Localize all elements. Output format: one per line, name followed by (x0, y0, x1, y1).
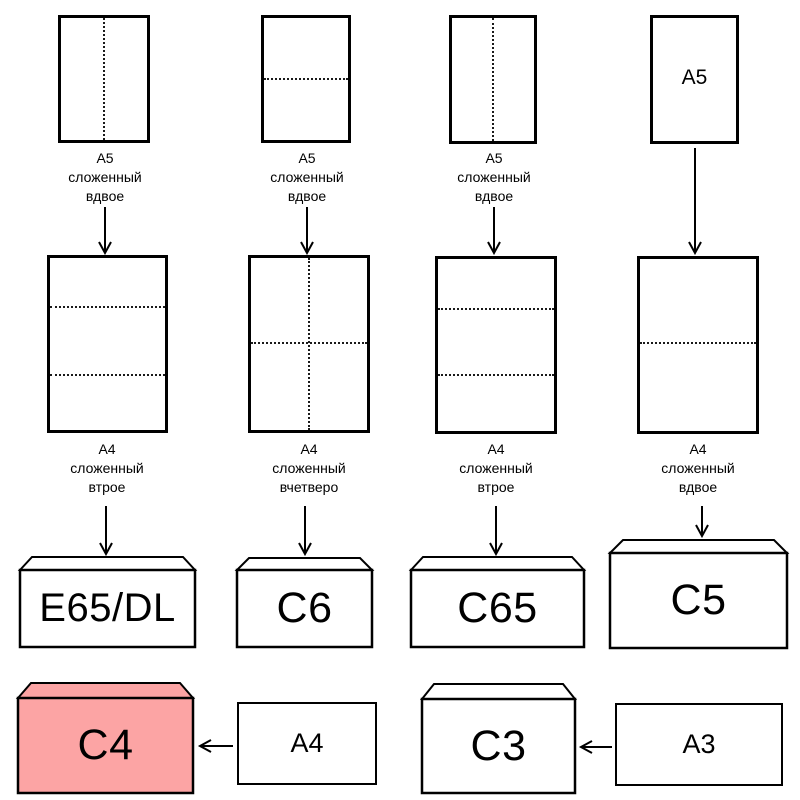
a4-fold-caption: A4 сложенный втрое (459, 441, 533, 495)
a5-fold-caption: A5 сложенный вдвое (270, 150, 344, 204)
fold-line-vertical (308, 258, 310, 430)
a5-paper-unfolded: A5 (650, 15, 739, 144)
arrow-down-icon (98, 207, 112, 256)
a4-fold-caption: A4 сложенный втрое (70, 441, 144, 495)
envelope-c6-shape (234, 557, 375, 649)
envelope-label-e65dl: E65/DL (39, 586, 176, 630)
fold-line-horizontal (50, 306, 165, 308)
a4-source-box: A4 (237, 702, 377, 785)
envelope-label-c65: C65 (457, 584, 538, 632)
fold-line-horizontal (438, 374, 554, 376)
arrow-left-icon (578, 740, 612, 754)
envelope-c5-shape (607, 539, 790, 650)
envelope-e65dl-shape (17, 556, 198, 649)
envelope-label-c6: C6 (276, 584, 333, 632)
arrow-down-icon (688, 148, 702, 256)
arrow-down-icon (298, 506, 312, 557)
envelope-label-c4: C4 (77, 721, 134, 769)
envelope-label-c3: C3 (470, 721, 527, 770)
a3-source-box: A3 (615, 703, 783, 786)
envelope-c3-shape (419, 683, 578, 795)
a5-paper-label: A5 (681, 66, 708, 89)
arrow-down-icon (489, 506, 503, 557)
a4-paper-fold-thirds (435, 256, 557, 434)
a4-fold-caption: A4 сложенный вчетверо (272, 441, 346, 495)
arrow-down-icon (300, 207, 314, 256)
arrow-left-icon (197, 739, 233, 753)
a4-paper-fold-thirds (47, 255, 168, 433)
a4-paper-fold-half (637, 256, 759, 434)
fold-line-vertical (492, 18, 494, 141)
fold-line-horizontal (50, 374, 165, 376)
arrow-down-icon (99, 506, 113, 557)
fold-line-horizontal (640, 342, 756, 344)
fold-line-horizontal (264, 78, 348, 80)
a4-fold-caption: A4 сложенный вдвое (661, 441, 735, 495)
arrow-down-icon (487, 207, 501, 256)
a5-fold-caption: A5 сложенный вдвое (457, 150, 531, 204)
envelope-c4-shape (15, 682, 196, 795)
a5-fold-caption: A5 сложенный вдвое (68, 150, 142, 204)
fold-line-horizontal (438, 308, 554, 310)
arrow-down-icon (695, 506, 709, 539)
fold-line-horizontal (251, 342, 367, 344)
envelope-c65-shape (408, 556, 587, 649)
envelope-label-c5: C5 (670, 576, 727, 624)
fold-line-vertical (103, 18, 105, 140)
